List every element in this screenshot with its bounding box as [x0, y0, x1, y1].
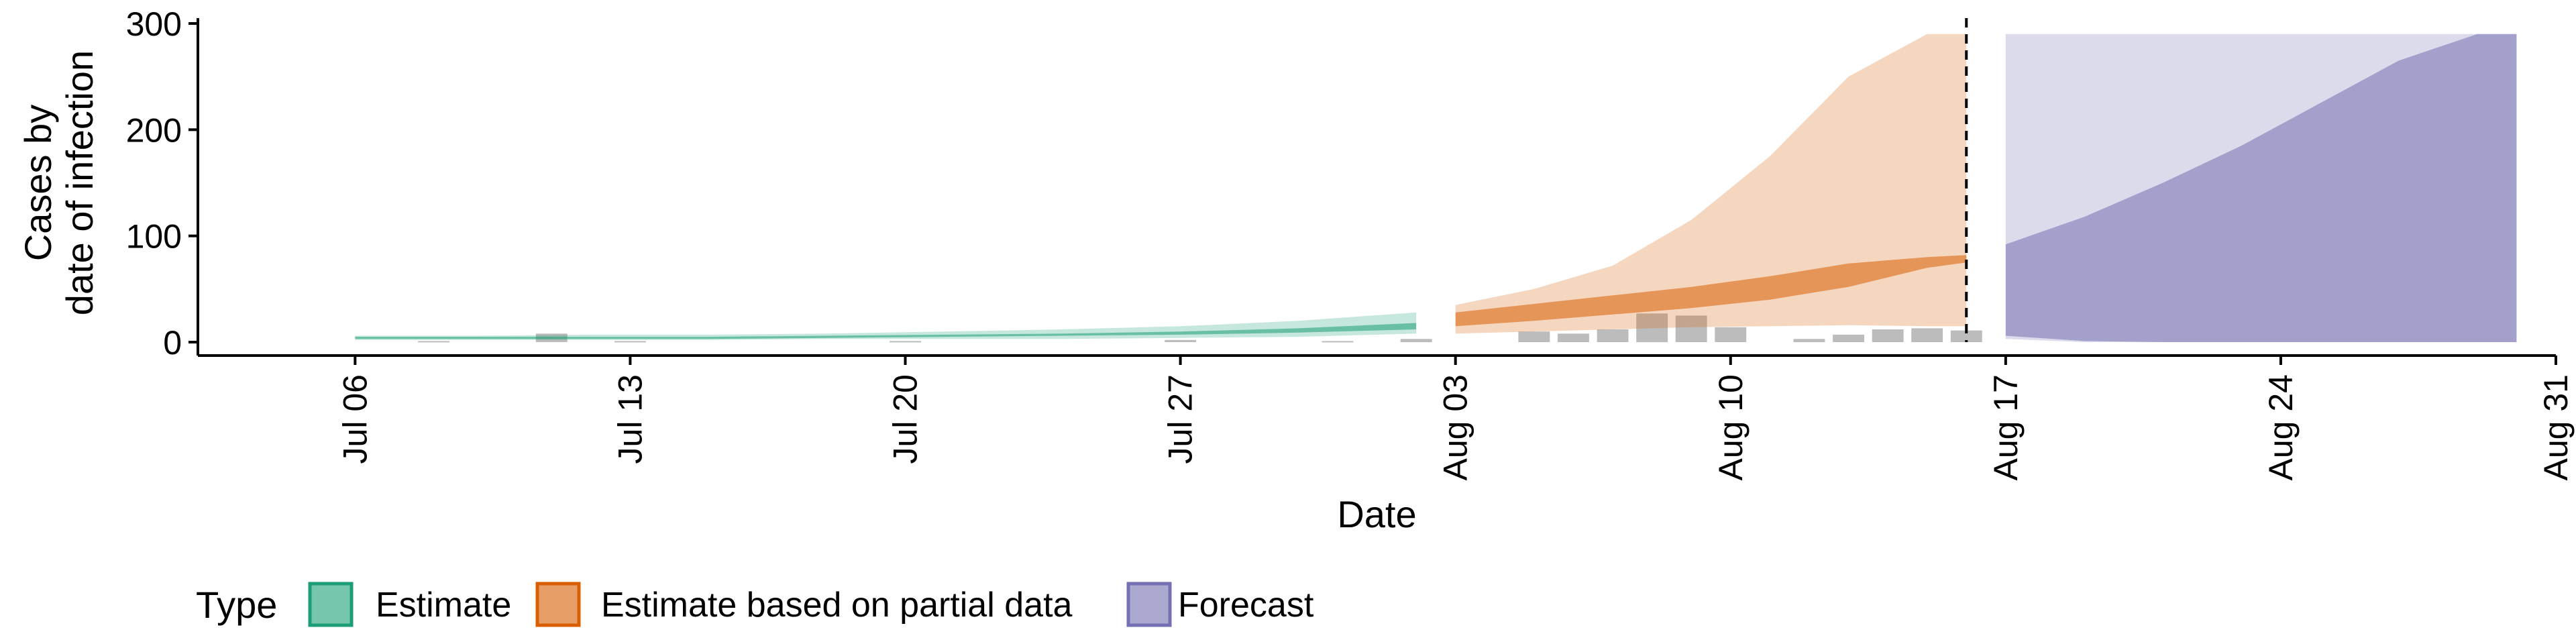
reported-case-bar [1322, 341, 1354, 343]
reported-case-bar [1518, 331, 1550, 342]
x-axis-label: Date [1337, 493, 1416, 535]
legend-title: Type [196, 584, 277, 626]
reported-case-bar [1950, 330, 1982, 342]
reported-case-bar [614, 341, 646, 343]
series-inner-band [2005, 34, 2517, 343]
y-tick-label: 100 [126, 218, 182, 256]
y-tick-label: 0 [163, 324, 182, 362]
x-tick-label: Jul 13 [611, 374, 649, 464]
reported-case-bar [418, 341, 449, 343]
legend-key-swatch [308, 582, 354, 627]
x-tick-label: Jul 06 [336, 374, 374, 464]
legend: Type Estimate Estimate based on partial d… [196, 582, 1314, 627]
reported-case-bar [1872, 329, 1904, 342]
series-inner-band [355, 323, 1417, 339]
legend-key-swatch [535, 582, 581, 627]
series-inner-band [1455, 255, 1967, 327]
axes: 0 100 200 300 Jul 06 Jul 13 Jul 20 Jul 27 Aug 03… [126, 5, 2575, 480]
reported-case-bar [1833, 334, 1864, 342]
reported-case-bar [1675, 315, 1707, 342]
reported-case-bar [1558, 333, 1589, 342]
legend-entry-label: Forecast [1178, 586, 1314, 625]
reported-case-bar [1400, 339, 1432, 343]
reported-case-bar [1636, 313, 1668, 343]
reported-case-bar [1911, 328, 1943, 342]
legend-key-swatch [1126, 582, 1172, 627]
x-tick-label: Aug 24 [2262, 374, 2300, 480]
reported-case-bar [1715, 327, 1747, 342]
x-tick-label: Aug 17 [1987, 374, 2025, 480]
x-tick-label: Aug 10 [1712, 374, 1750, 480]
reported-case-bar [1793, 339, 1825, 343]
legend-entry-label: Estimate based on partial data [601, 586, 1073, 625]
series-outer-band [1455, 34, 1967, 334]
plot-area [355, 18, 2517, 343]
reported-case-bar [1165, 339, 1197, 342]
y-axis-label-line-2: date of infection [58, 50, 101, 315]
reported-case-bar [890, 341, 921, 343]
x-tick-label: Jul 27 [1162, 374, 1199, 464]
y-tick-label: 200 [126, 111, 182, 149]
x-tick-label: Jul 20 [887, 374, 924, 464]
axis-labels: Cases by date of infection Date [17, 50, 1417, 535]
legend-entry-label: Estimate [376, 586, 511, 625]
y-axis-label-line-1: Cases by [17, 105, 59, 261]
y-tick-label: 300 [126, 5, 182, 43]
reported-case-bar [1597, 329, 1629, 342]
x-tick-label: Aug 03 [1437, 374, 1474, 480]
x-tick-label: Aug 31 [2537, 374, 2575, 480]
